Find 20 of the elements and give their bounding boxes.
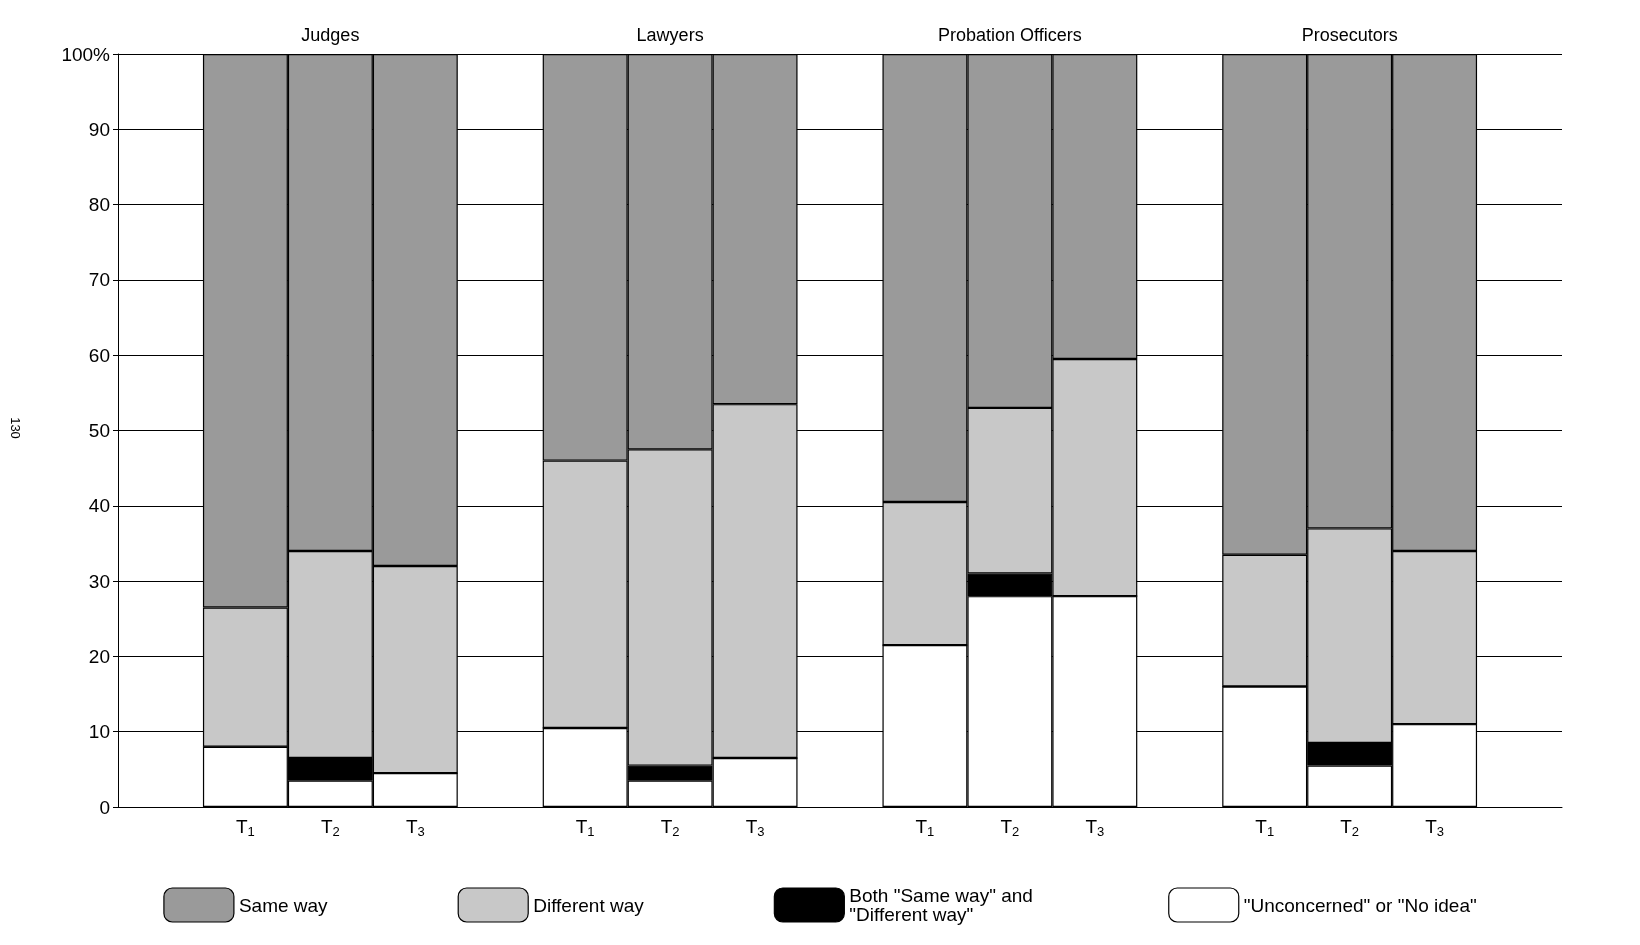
y-tick-label: 60 <box>88 344 110 366</box>
y-tick-label: 70 <box>88 269 110 291</box>
y-tick-label: 80 <box>88 194 110 216</box>
y-tick-label: 10 <box>88 721 110 743</box>
text: Lawyers <box>636 25 704 45</box>
legend-label: "Unconcerned" or "No idea" <box>1243 894 1477 916</box>
text: Prosecutors <box>1301 25 1398 45</box>
text: 130 <box>8 417 23 439</box>
y-tick-label: 100% <box>61 43 111 65</box>
y-tick-label: 40 <box>88 495 110 517</box>
legend-label: Different way <box>533 894 645 916</box>
y-tick-label: 90 <box>88 118 110 140</box>
y-tick-label: 50 <box>88 420 110 441</box>
y-tick-label: 30 <box>88 570 110 592</box>
legend-label: Both "Same way" and "Different way" <box>849 885 1039 925</box>
y-tick-label: 0 <box>99 796 110 818</box>
y-tick-label: 20 <box>88 645 110 667</box>
text: Probation Officers <box>938 25 1082 45</box>
legend-label: Same way <box>238 894 329 916</box>
text: Judges <box>301 25 360 45</box>
